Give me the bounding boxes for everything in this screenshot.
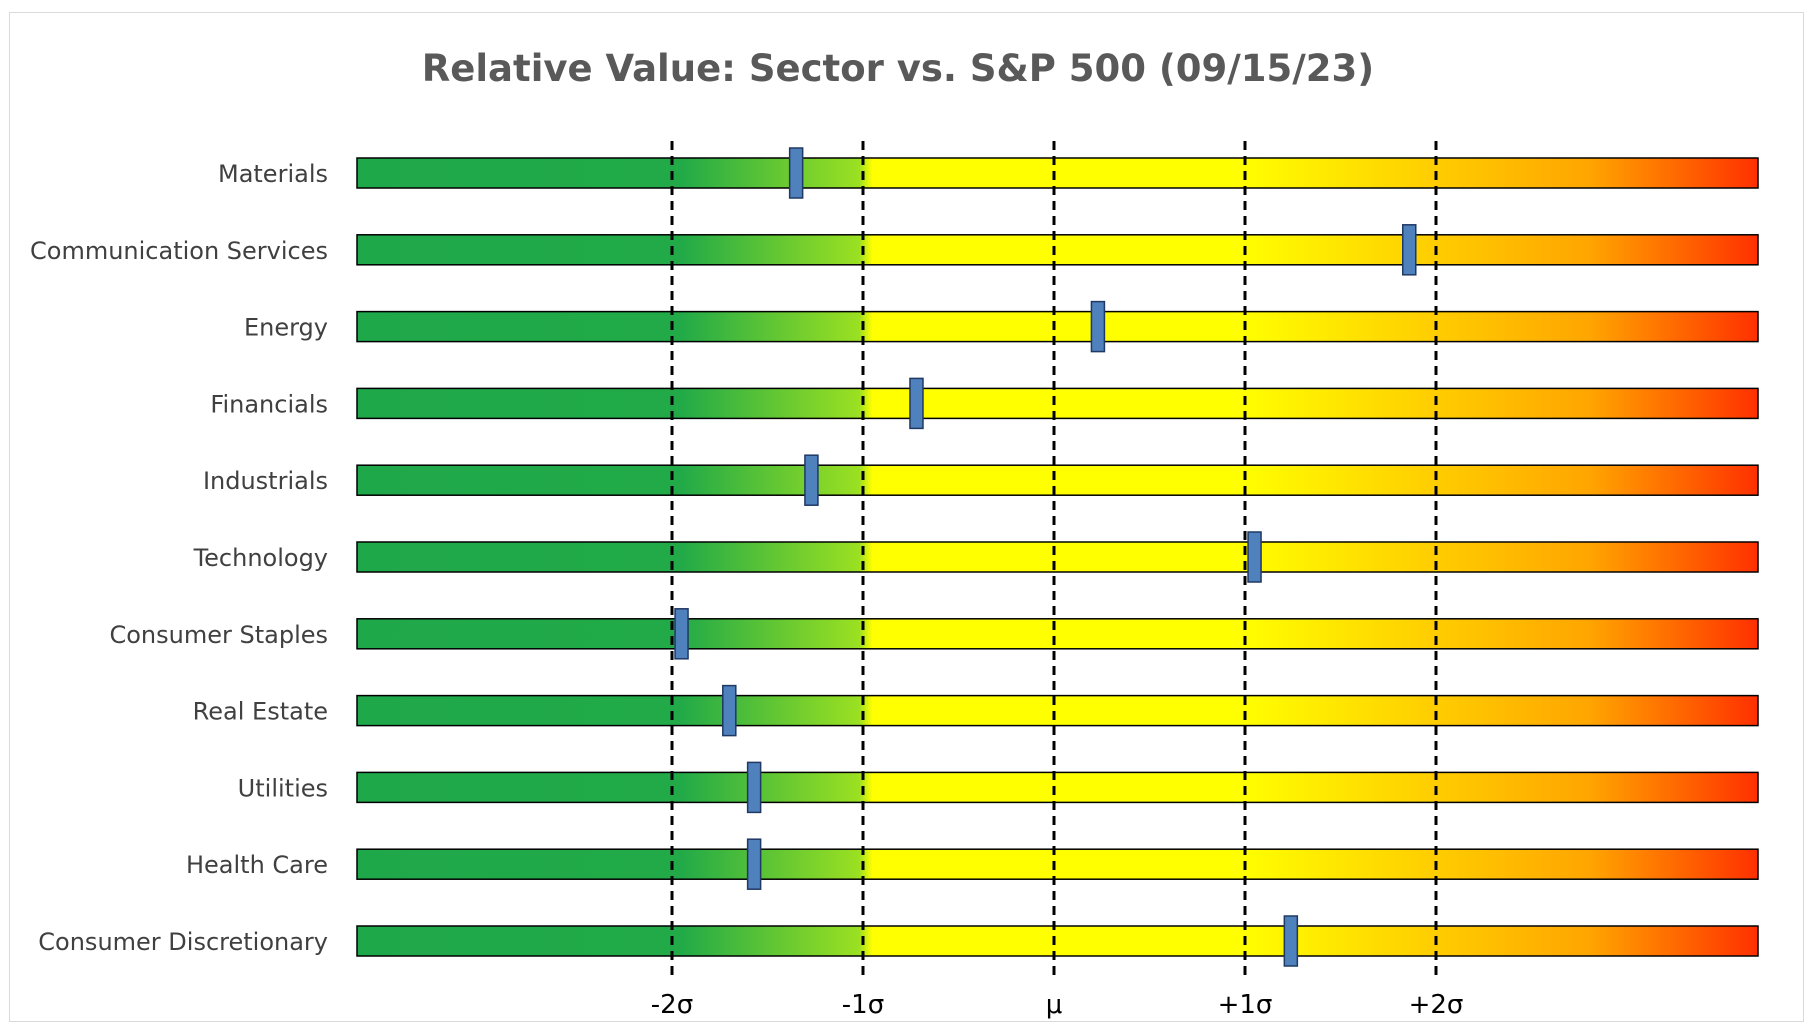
value-marker xyxy=(1090,300,1106,353)
category-label: Utilities xyxy=(238,774,328,802)
sector-band xyxy=(356,925,1759,957)
x-tick-label: +1σ xyxy=(1218,990,1273,1020)
category-label: Energy xyxy=(244,314,328,342)
x-tick-label: -1σ xyxy=(842,990,884,1020)
relative-value-chart: Relative Value: Sector vs. S&P 500 (09/1… xyxy=(30,47,1759,1020)
category-label: Real Estate xyxy=(193,698,328,726)
category-label: Industrials xyxy=(203,467,328,495)
gridlines-layer xyxy=(670,141,1438,976)
sector-band xyxy=(356,694,1759,727)
category-label: Materials xyxy=(218,160,328,188)
value-marker xyxy=(788,147,804,199)
category-labels-layer: Materials Communication Services Energy Fin… xyxy=(30,160,328,956)
sector-band xyxy=(356,618,1759,650)
sector-band xyxy=(356,848,1759,880)
sector-band xyxy=(356,234,1759,266)
x-tick-label: -2σ xyxy=(651,990,693,1020)
chart-frame: Relative Value: Sector vs. S&P 500 (09/1… xyxy=(9,12,1804,1022)
sector-band xyxy=(356,541,1759,573)
value-marker xyxy=(909,377,924,430)
category-label: Health Care xyxy=(186,851,328,879)
value-marker xyxy=(1402,224,1417,276)
value-marker xyxy=(1247,531,1262,583)
x-tick-labels-layer: -2σ -1σ μ +1σ +2σ xyxy=(651,990,1464,1020)
category-label: Consumer Discretionary xyxy=(38,928,328,956)
value-marker xyxy=(746,838,762,890)
category-label: Communication Services xyxy=(30,237,328,265)
sector-band xyxy=(356,387,1759,420)
category-label: Financials xyxy=(210,390,328,418)
x-tick-label: +2σ xyxy=(1409,990,1464,1020)
value-marker xyxy=(804,454,819,506)
sector-band xyxy=(356,464,1759,496)
value-marker xyxy=(746,761,762,814)
sector-band xyxy=(356,310,1759,343)
x-tick-label: μ xyxy=(1046,990,1063,1020)
category-label: Technology xyxy=(193,544,328,572)
value-marker xyxy=(674,608,689,660)
value-marker xyxy=(722,684,737,737)
sector-band xyxy=(356,157,1759,189)
sector-band xyxy=(356,771,1759,804)
category-label: Consumer Staples xyxy=(109,621,328,649)
markers-layer xyxy=(674,147,1417,967)
bands-layer xyxy=(356,157,1759,957)
chart-title: Relative Value: Sector vs. S&P 500 (09/1… xyxy=(422,47,1374,90)
value-marker xyxy=(1283,915,1299,967)
